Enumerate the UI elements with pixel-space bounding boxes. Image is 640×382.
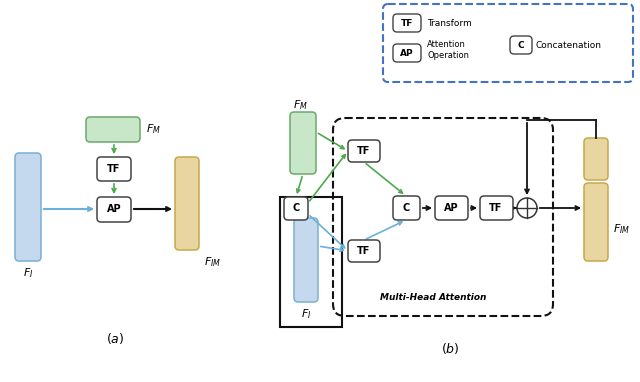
Text: C: C xyxy=(518,40,524,50)
Bar xyxy=(280,197,342,327)
Text: AP: AP xyxy=(400,49,414,58)
Text: C: C xyxy=(403,203,410,213)
FancyBboxPatch shape xyxy=(393,14,421,32)
Text: TF: TF xyxy=(357,246,371,256)
Text: Multi-Head Attention: Multi-Head Attention xyxy=(380,293,486,303)
FancyBboxPatch shape xyxy=(97,197,131,222)
FancyBboxPatch shape xyxy=(584,183,608,261)
FancyBboxPatch shape xyxy=(294,218,318,302)
FancyBboxPatch shape xyxy=(284,197,308,220)
FancyBboxPatch shape xyxy=(393,44,421,62)
Text: Transform: Transform xyxy=(427,18,472,28)
Text: $F_M$: $F_M$ xyxy=(146,122,161,136)
Text: AP: AP xyxy=(444,203,458,213)
FancyBboxPatch shape xyxy=(333,118,553,316)
Text: TF: TF xyxy=(108,164,121,174)
Text: C: C xyxy=(292,203,300,213)
FancyBboxPatch shape xyxy=(510,36,532,54)
FancyBboxPatch shape xyxy=(86,117,140,142)
FancyBboxPatch shape xyxy=(393,196,420,220)
FancyBboxPatch shape xyxy=(480,196,513,220)
FancyBboxPatch shape xyxy=(97,157,131,181)
FancyBboxPatch shape xyxy=(348,140,380,162)
FancyBboxPatch shape xyxy=(584,138,608,180)
Text: $F_I$: $F_I$ xyxy=(301,307,311,321)
Circle shape xyxy=(517,198,537,218)
Text: $F_I$: $F_I$ xyxy=(23,266,33,280)
FancyBboxPatch shape xyxy=(175,157,199,250)
Text: $F_{IM}$: $F_{IM}$ xyxy=(204,255,221,269)
FancyBboxPatch shape xyxy=(383,4,633,82)
Text: $(b)$: $(b)$ xyxy=(441,340,460,356)
Text: Attention
Operation: Attention Operation xyxy=(427,40,469,60)
Text: TF: TF xyxy=(490,203,502,213)
Text: AP: AP xyxy=(107,204,122,214)
Text: $F_M$: $F_M$ xyxy=(293,98,308,112)
FancyBboxPatch shape xyxy=(348,240,380,262)
FancyBboxPatch shape xyxy=(290,112,316,174)
Text: TF: TF xyxy=(401,18,413,28)
Text: $(a)$: $(a)$ xyxy=(106,330,124,345)
FancyBboxPatch shape xyxy=(15,153,41,261)
Text: $F_{IM}$: $F_{IM}$ xyxy=(613,222,630,236)
Text: Concatenation: Concatenation xyxy=(536,40,602,50)
FancyBboxPatch shape xyxy=(435,196,468,220)
Text: TF: TF xyxy=(357,146,371,156)
